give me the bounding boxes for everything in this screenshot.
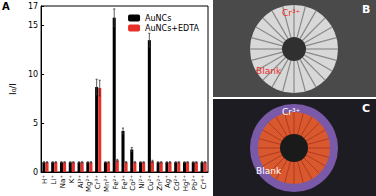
svg-text:0: 0 xyxy=(33,168,38,177)
svg-text:Fe³⁺: Fe³⁺ xyxy=(121,175,129,190)
svg-text:Al³⁺: Al³⁺ xyxy=(77,175,85,189)
svg-text:Zn²⁺: Zn²⁺ xyxy=(156,175,164,191)
svg-text:Mn²⁺: Mn²⁺ xyxy=(103,175,111,192)
svg-text:K⁺: K⁺ xyxy=(68,175,76,184)
svg-text:Cr³⁺: Cr³⁺ xyxy=(282,107,301,117)
svg-text:AuNCs+EDTA: AuNCs+EDTA xyxy=(145,24,199,33)
svg-text:Ni²⁺: Ni²⁺ xyxy=(138,175,146,189)
svg-text:Co²⁺: Co²⁺ xyxy=(129,175,137,191)
svg-text:17: 17 xyxy=(28,2,38,11)
svg-text:Cd²⁺: Cd²⁺ xyxy=(173,175,181,191)
svg-text:Li⁺: Li⁺ xyxy=(50,175,58,185)
svg-text:I₀/I: I₀/I xyxy=(8,83,18,95)
svg-text:AuNCs: AuNCs xyxy=(145,14,171,23)
svg-text:Cr⁶⁺: Cr⁶⁺ xyxy=(200,175,208,190)
svg-text:Cr³⁺: Cr³⁺ xyxy=(282,8,301,18)
svg-text:10: 10 xyxy=(28,70,38,79)
svg-text:Ag⁺: Ag⁺ xyxy=(164,175,172,188)
svg-text:Na⁺: Na⁺ xyxy=(59,175,67,189)
svg-text:15: 15 xyxy=(28,21,38,30)
svg-text:Blank: Blank xyxy=(256,66,282,76)
svg-text:Blank: Blank xyxy=(256,166,282,176)
svg-text:Mg²⁺: Mg²⁺ xyxy=(85,175,93,192)
svg-text:H⁺: H⁺ xyxy=(41,175,49,184)
svg-text:Fe²⁺: Fe²⁺ xyxy=(112,175,120,190)
svg-text:A: A xyxy=(2,1,10,12)
svg-text:Cr³⁺: Cr³⁺ xyxy=(94,175,102,190)
svg-text:C: C xyxy=(362,102,370,115)
svg-text:Hg²⁺: Hg²⁺ xyxy=(182,175,190,192)
svg-text:Pb²⁺: Pb²⁺ xyxy=(191,175,199,190)
svg-text:B: B xyxy=(362,3,370,16)
svg-text:Cu²⁺: Cu²⁺ xyxy=(147,175,155,191)
svg-text:5: 5 xyxy=(33,119,38,128)
